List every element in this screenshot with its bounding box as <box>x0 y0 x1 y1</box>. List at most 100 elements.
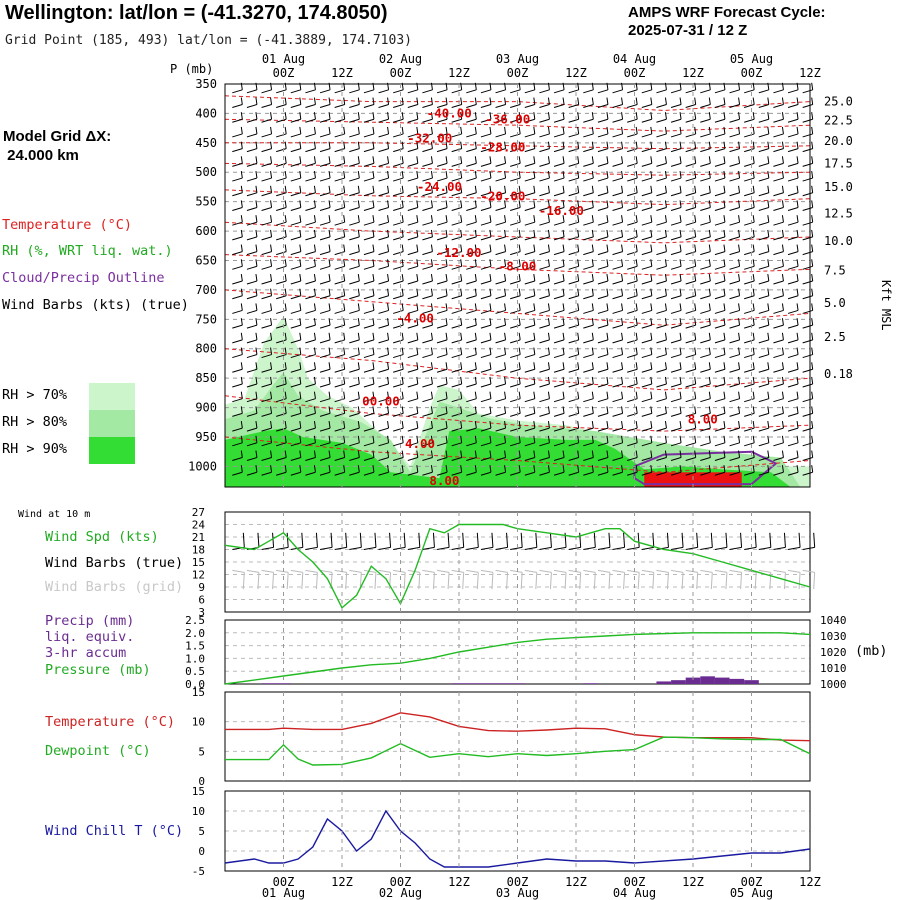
wind-barb-flag <box>621 435 624 443</box>
wind-barb <box>495 89 506 94</box>
grid-wind-barb-flag <box>403 572 406 590</box>
pressure-tick-label: 700 <box>195 283 217 297</box>
wind-barb <box>276 457 287 462</box>
wind-barb <box>305 354 316 359</box>
wind-barb-flag <box>533 156 536 164</box>
true-wind-barb-flag <box>608 532 611 548</box>
wind-barb-flag <box>489 215 492 223</box>
wind-barb-flag <box>577 347 580 355</box>
wind-barb <box>568 265 579 270</box>
wind-barb <box>480 133 492 138</box>
wind-barb-flag <box>445 435 448 443</box>
wind-barb-flag <box>474 244 477 252</box>
wind-barb <box>261 207 272 211</box>
wind-barb <box>627 339 638 344</box>
wind-barb <box>641 207 652 211</box>
wind-barb-flag <box>767 259 770 267</box>
wind-barb <box>363 89 375 94</box>
wind-barb-flag <box>591 215 594 223</box>
wind-barb-flag <box>299 200 302 208</box>
wind-barb-flag <box>635 185 638 193</box>
wind-barb-flag <box>299 421 302 429</box>
wind-barb-flag <box>562 156 565 164</box>
true-wind-barb <box>641 546 654 550</box>
wind-barb <box>232 118 243 123</box>
precip-bar <box>480 683 496 684</box>
wind-barb <box>349 412 360 417</box>
pressure-tick-label: 850 <box>195 371 217 385</box>
wind-barb-flag <box>738 215 741 223</box>
wind-barb <box>510 133 521 138</box>
wind-barb-flag <box>635 273 638 282</box>
wind-barb <box>393 295 404 300</box>
wind-barb-flag <box>577 465 580 473</box>
wind-barb <box>656 309 667 314</box>
wind-barb-flag <box>489 318 492 326</box>
wind-barb <box>363 309 375 314</box>
wind-barb-flag <box>240 171 243 179</box>
wind-barb <box>670 471 682 476</box>
wind-barb <box>597 133 609 138</box>
wind-barb-flag <box>650 97 653 105</box>
wind-barb-flag <box>284 318 287 326</box>
grid-wind-barb-flag <box>783 572 786 590</box>
wind-barb <box>232 471 243 476</box>
isotherm-label: 00.00 <box>362 394 400 409</box>
wind-barb <box>641 133 652 138</box>
wind-barb <box>436 280 448 285</box>
wind-barb <box>510 471 521 476</box>
value-tick-label: 21 <box>192 531 205 544</box>
wind-barb <box>758 383 769 388</box>
wind-barb <box>495 324 506 329</box>
wind-barb-flag <box>606 259 609 267</box>
wind-barb-flag <box>547 185 550 193</box>
wind-barb <box>422 207 433 211</box>
wind-barb-flag <box>811 244 814 252</box>
wind-barb <box>787 162 799 167</box>
wind-barb <box>758 104 769 109</box>
wind-barb <box>495 427 506 432</box>
wind-barb <box>393 427 404 432</box>
wind-barb-flag <box>299 259 302 267</box>
wind-barb <box>568 295 579 300</box>
wind-barb <box>232 177 243 182</box>
wind-barb <box>495 442 506 447</box>
height-tick-label: 7.5 <box>824 263 846 277</box>
wind-barb-flag <box>781 171 784 179</box>
wind-barb-flag <box>547 156 550 164</box>
wind-barb-flag <box>372 171 375 179</box>
true-wind-barb-flag <box>593 532 596 548</box>
wind-barb-flag <box>313 288 316 296</box>
wind-barb-flag <box>518 273 521 282</box>
wind-barb <box>744 442 755 447</box>
wind-barb-flag <box>445 391 448 399</box>
wind-barb-flag <box>547 450 550 458</box>
true-wind-barb <box>627 546 640 550</box>
wind-barb <box>773 324 784 329</box>
grid-wind-barb-flag <box>301 572 304 590</box>
wind-barb-flag <box>562 318 565 326</box>
wind-barb <box>597 442 609 447</box>
wind-barb <box>276 89 287 94</box>
wind-barb <box>261 221 272 226</box>
wind-barb <box>451 412 462 417</box>
wind-barb-flag <box>781 244 784 252</box>
wind-barb-flag <box>518 347 521 355</box>
wind-barb-flag <box>577 156 580 164</box>
wind-barb-flag <box>504 229 507 237</box>
wind-barb <box>553 280 565 285</box>
wind-barb <box>744 324 755 329</box>
wind-barb-flag <box>738 376 741 385</box>
wind-barb <box>334 324 345 329</box>
wind-barb-flag <box>313 303 316 311</box>
wind-barb-flag <box>796 421 799 429</box>
wind-barb-flag <box>811 288 814 296</box>
wind-barb <box>685 104 696 109</box>
wind-barb <box>510 221 521 226</box>
wind-barb <box>246 427 258 432</box>
wind-barb-flag <box>372 112 375 120</box>
wind-barb-flag <box>416 406 419 414</box>
wind-barb-flag <box>343 303 346 311</box>
wind-barb-flag <box>650 215 653 223</box>
wind-barb-flag <box>313 259 316 267</box>
